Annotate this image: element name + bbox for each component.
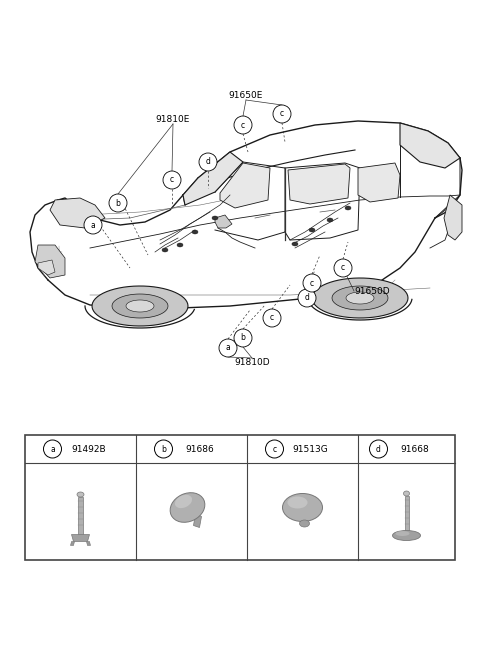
Polygon shape	[38, 260, 55, 275]
Text: d: d	[305, 293, 310, 302]
Polygon shape	[86, 541, 91, 546]
Circle shape	[298, 289, 316, 307]
Polygon shape	[346, 292, 374, 304]
Polygon shape	[193, 514, 202, 527]
Ellipse shape	[300, 520, 310, 527]
Polygon shape	[183, 152, 243, 205]
Circle shape	[44, 440, 61, 458]
Circle shape	[155, 440, 172, 458]
Ellipse shape	[404, 491, 409, 496]
Text: c: c	[341, 264, 345, 272]
Text: d: d	[376, 445, 381, 453]
Polygon shape	[444, 195, 462, 240]
Text: b: b	[161, 445, 166, 453]
Polygon shape	[78, 497, 83, 535]
Text: a: a	[91, 220, 96, 230]
Polygon shape	[92, 286, 188, 326]
Text: 91668: 91668	[400, 445, 429, 453]
Bar	[25, 435, 455, 560]
Circle shape	[334, 259, 352, 277]
Ellipse shape	[309, 228, 315, 232]
Circle shape	[234, 116, 252, 134]
Polygon shape	[405, 495, 408, 531]
Text: 91810D: 91810D	[234, 358, 270, 367]
Circle shape	[109, 194, 127, 212]
Ellipse shape	[77, 492, 84, 497]
Polygon shape	[400, 123, 460, 168]
Polygon shape	[112, 294, 168, 318]
Circle shape	[234, 329, 252, 347]
Ellipse shape	[345, 206, 351, 210]
Polygon shape	[215, 215, 232, 228]
Polygon shape	[332, 286, 388, 310]
Ellipse shape	[162, 248, 168, 252]
Ellipse shape	[327, 218, 333, 222]
Circle shape	[265, 440, 284, 458]
Text: c: c	[241, 121, 245, 129]
Circle shape	[84, 216, 102, 234]
Text: 91686: 91686	[185, 445, 214, 453]
Text: c: c	[280, 110, 284, 119]
Circle shape	[273, 105, 291, 123]
Ellipse shape	[283, 493, 323, 522]
Ellipse shape	[396, 531, 409, 536]
Text: c: c	[310, 279, 314, 287]
Ellipse shape	[288, 497, 308, 508]
Ellipse shape	[170, 493, 205, 522]
Circle shape	[163, 171, 181, 189]
Text: a: a	[226, 344, 230, 352]
Text: c: c	[270, 314, 274, 323]
Polygon shape	[312, 278, 408, 318]
Polygon shape	[35, 245, 65, 278]
Circle shape	[199, 153, 217, 171]
Circle shape	[303, 274, 321, 292]
Text: c: c	[170, 176, 174, 184]
Text: 91650E: 91650E	[229, 91, 263, 100]
Circle shape	[370, 440, 387, 458]
Polygon shape	[71, 541, 74, 546]
Polygon shape	[220, 163, 270, 208]
Polygon shape	[50, 198, 105, 228]
Text: d: d	[205, 157, 210, 167]
Ellipse shape	[175, 495, 192, 508]
Polygon shape	[288, 164, 350, 204]
Text: 91650D: 91650D	[354, 287, 390, 295]
Circle shape	[219, 339, 237, 357]
Ellipse shape	[177, 243, 183, 247]
Text: 91492B: 91492B	[71, 445, 106, 453]
Ellipse shape	[212, 216, 218, 220]
Text: c: c	[273, 445, 276, 453]
Ellipse shape	[292, 242, 298, 246]
Polygon shape	[358, 163, 400, 202]
Text: b: b	[240, 333, 245, 342]
Text: 91513G: 91513G	[293, 445, 328, 453]
Text: a: a	[50, 445, 55, 453]
Text: b: b	[116, 199, 120, 207]
Text: 91810E: 91810E	[156, 115, 190, 124]
Polygon shape	[126, 300, 154, 312]
Ellipse shape	[192, 230, 198, 234]
Ellipse shape	[393, 531, 420, 541]
Circle shape	[263, 309, 281, 327]
Polygon shape	[72, 535, 89, 541]
